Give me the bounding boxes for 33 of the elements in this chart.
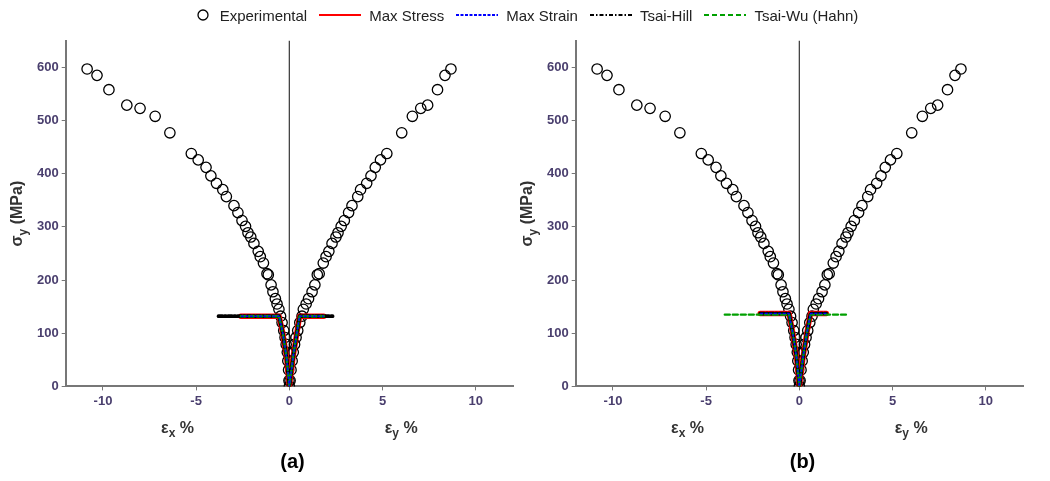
x-tick-label: 0 <box>795 392 803 408</box>
y-tick-label: 200 <box>546 271 569 287</box>
y-tick-label: 0 <box>561 377 569 393</box>
text: (b) <box>788 450 816 472</box>
legend-label: Max Strain <box>506 6 578 24</box>
y-tick-label: 300 <box>36 218 59 234</box>
y-axis-title: σy (MPa) <box>8 180 30 247</box>
x-tick-label: 0 <box>285 392 293 408</box>
x-tick-label: -5 <box>700 392 712 408</box>
y-tick-label: 100 <box>36 324 59 340</box>
x-tick-label: 5 <box>888 392 897 408</box>
legend-label: Tsai-Hill <box>639 6 693 24</box>
y-tick-label: 300 <box>546 218 569 234</box>
x-tick-label: -10 <box>93 392 113 408</box>
y-tick-label: 400 <box>546 165 569 181</box>
legend-label: Tsai-Wu (Hahn) <box>754 6 859 24</box>
legend-label: Max Stress <box>369 6 445 24</box>
x-tick-label: 5 <box>378 392 387 408</box>
y-tick-label: 200 <box>36 271 59 287</box>
x-tick-label: 10 <box>978 392 993 408</box>
y-axis-title: σy (MPa) <box>518 180 540 247</box>
text: (a) <box>279 450 305 472</box>
x-tick-label: 10 <box>468 392 483 408</box>
x-tick-label: -10 <box>603 392 623 408</box>
y-tick-label: 0 <box>51 377 59 393</box>
y-tick-label: 400 <box>36 165 59 181</box>
y-tick-label: 500 <box>36 112 59 128</box>
legend-label: Experimental <box>219 6 308 24</box>
y-tick-label: 600 <box>546 58 569 74</box>
y-tick-label: 100 <box>546 324 569 340</box>
y-tick-label: 500 <box>546 112 569 128</box>
y-tick-label: 600 <box>36 58 59 74</box>
x-tick-label: -5 <box>190 392 202 408</box>
